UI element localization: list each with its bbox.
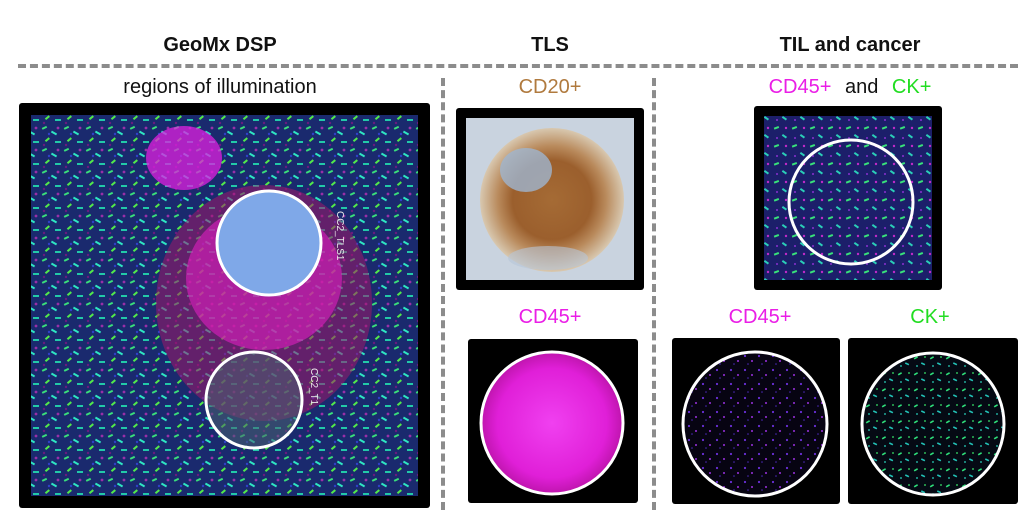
tls-cd45-image — [479, 350, 625, 496]
header-tls: TLS — [531, 34, 569, 56]
label-cd45-tls: CD45+ — [518, 306, 582, 328]
geomx-tissue-image: CC2_TLS1 CC2_T1 — [31, 115, 418, 496]
label-cd20: CD20+ — [518, 76, 582, 98]
header-geomx-dsp: GeoMx DSP — [163, 34, 277, 56]
label-cd45-and-ck: CD45+ and CK+ — [720, 76, 980, 99]
roi-label-tls: CC2_TLS1 — [334, 211, 345, 261]
til-cd45-panel — [672, 338, 840, 504]
header-til-and-cancer: TIL and cancer — [779, 34, 921, 56]
til-ck-panel — [848, 338, 1018, 504]
label-regions-of-illumination: regions of illumination — [123, 76, 317, 98]
tls-cd20-image — [466, 118, 634, 280]
label-cd45-and: CD45+ — [768, 76, 832, 98]
label-cd45-til: CD45+ — [728, 306, 792, 328]
geomx-tissue-panel: CC2_TLS1 CC2_T1 — [19, 103, 430, 508]
til-overlay-image — [764, 116, 932, 280]
label-ck-til: CK+ — [910, 306, 950, 328]
horizontal-divider — [18, 64, 1018, 68]
til-overlay-panel — [754, 106, 942, 290]
vertical-divider-right — [652, 78, 656, 510]
tls-cd20-panel — [456, 108, 644, 290]
vertical-divider-left — [441, 78, 445, 510]
label-ck-and: CK+ — [891, 76, 932, 98]
label-and: and — [844, 76, 879, 98]
tls-cd45-panel — [468, 339, 638, 503]
roi-label-tumor: CC2_T1 — [308, 368, 319, 406]
til-cd45-image — [681, 350, 829, 498]
til-ck-image — [860, 351, 1006, 497]
